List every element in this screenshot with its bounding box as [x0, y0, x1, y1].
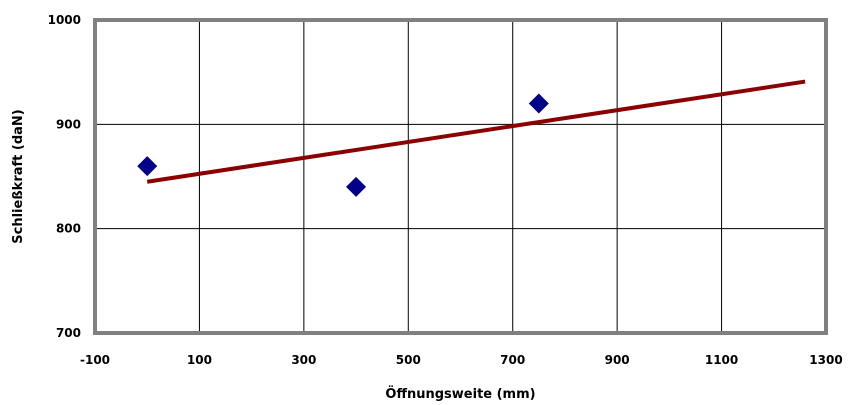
y-axis-title: Schließkraft (daN) [11, 109, 26, 243]
x-tick-label: 900 [605, 353, 630, 367]
y-tick-label: 900 [56, 117, 81, 131]
x-tick-label: 500 [396, 353, 421, 367]
data-point [137, 156, 158, 177]
x-tick-label: 1300 [809, 353, 842, 367]
x-axis-title: Öffnungsweite (mm) [385, 386, 535, 402]
grid-lines [95, 20, 826, 333]
plot-frame [93, 18, 828, 335]
x-tick-label: -100 [80, 353, 110, 367]
x-tick-labels: -100 100 300 500 700 900 1100 1300 [80, 353, 843, 367]
x-tick-label: 1100 [705, 353, 738, 367]
data-point [528, 93, 549, 114]
data-points [137, 93, 549, 197]
data-point [346, 176, 367, 197]
y-tick-labels: 700 800 900 1000 [48, 13, 81, 340]
y-tick-label: 800 [56, 222, 81, 236]
y-tick-label: 700 [56, 326, 81, 340]
x-tick-label: 100 [187, 353, 212, 367]
trendline [146, 79, 806, 184]
y-tick-label: 1000 [48, 13, 81, 27]
x-tick-label: 300 [291, 353, 316, 367]
x-tick-label: 700 [500, 353, 525, 367]
